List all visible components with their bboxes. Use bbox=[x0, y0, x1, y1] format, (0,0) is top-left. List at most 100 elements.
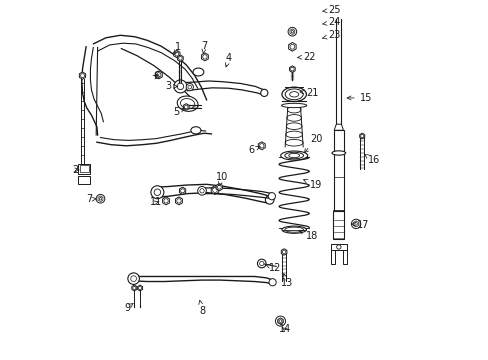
Text: 9: 9 bbox=[123, 303, 133, 313]
Text: 19: 19 bbox=[303, 180, 322, 190]
Ellipse shape bbox=[285, 131, 302, 138]
Ellipse shape bbox=[284, 152, 303, 159]
Polygon shape bbox=[155, 71, 162, 79]
Ellipse shape bbox=[287, 106, 301, 113]
Polygon shape bbox=[288, 42, 296, 51]
Circle shape bbox=[203, 55, 206, 59]
Circle shape bbox=[96, 194, 104, 203]
Circle shape bbox=[178, 57, 182, 60]
Polygon shape bbox=[79, 72, 85, 79]
Text: 7: 7 bbox=[86, 194, 96, 204]
Ellipse shape bbox=[286, 114, 301, 121]
Circle shape bbox=[163, 199, 168, 203]
Ellipse shape bbox=[193, 68, 203, 76]
Circle shape bbox=[186, 84, 193, 91]
Circle shape bbox=[154, 189, 160, 195]
Polygon shape bbox=[179, 187, 185, 194]
Text: 7: 7 bbox=[201, 41, 207, 54]
Polygon shape bbox=[177, 55, 183, 62]
Text: 16: 16 bbox=[364, 154, 379, 165]
Polygon shape bbox=[289, 29, 294, 35]
Polygon shape bbox=[216, 184, 222, 191]
Circle shape bbox=[81, 73, 84, 77]
Polygon shape bbox=[78, 164, 90, 174]
Circle shape bbox=[257, 259, 265, 268]
Circle shape bbox=[275, 316, 285, 326]
Circle shape bbox=[138, 287, 142, 289]
Polygon shape bbox=[98, 196, 102, 202]
Polygon shape bbox=[183, 104, 188, 110]
Circle shape bbox=[287, 27, 296, 36]
Circle shape bbox=[127, 273, 139, 284]
Polygon shape bbox=[277, 318, 283, 324]
Circle shape bbox=[187, 85, 191, 89]
Polygon shape bbox=[258, 142, 264, 150]
Circle shape bbox=[177, 199, 181, 203]
Polygon shape bbox=[173, 50, 180, 58]
Circle shape bbox=[354, 222, 357, 225]
Ellipse shape bbox=[180, 99, 194, 109]
Circle shape bbox=[184, 105, 187, 109]
Polygon shape bbox=[333, 211, 344, 239]
Polygon shape bbox=[162, 197, 169, 205]
Ellipse shape bbox=[281, 103, 306, 108]
Text: 4: 4 bbox=[225, 53, 231, 67]
Polygon shape bbox=[175, 197, 182, 205]
Circle shape bbox=[360, 135, 363, 138]
Circle shape bbox=[260, 89, 267, 96]
Polygon shape bbox=[201, 53, 208, 61]
Circle shape bbox=[282, 250, 285, 254]
Text: 15: 15 bbox=[346, 93, 371, 103]
Circle shape bbox=[290, 31, 293, 33]
Circle shape bbox=[336, 245, 340, 249]
Text: 25: 25 bbox=[322, 5, 340, 15]
Circle shape bbox=[259, 144, 264, 148]
Text: 1: 1 bbox=[174, 42, 181, 55]
Circle shape bbox=[99, 198, 102, 200]
Circle shape bbox=[156, 73, 161, 77]
Polygon shape bbox=[137, 285, 142, 291]
Ellipse shape bbox=[282, 87, 306, 102]
Polygon shape bbox=[211, 186, 218, 194]
Circle shape bbox=[180, 189, 184, 193]
Text: 17: 17 bbox=[350, 220, 368, 230]
Text: 23: 23 bbox=[322, 30, 340, 40]
Text: 20: 20 bbox=[304, 134, 322, 153]
Polygon shape bbox=[330, 250, 334, 264]
Circle shape bbox=[212, 188, 217, 193]
Polygon shape bbox=[333, 130, 343, 211]
Circle shape bbox=[351, 219, 360, 229]
Circle shape bbox=[290, 67, 294, 71]
Text: 2: 2 bbox=[72, 165, 79, 175]
Text: 5: 5 bbox=[173, 107, 184, 117]
Ellipse shape bbox=[331, 151, 345, 155]
Circle shape bbox=[177, 83, 183, 90]
Circle shape bbox=[265, 195, 273, 204]
Ellipse shape bbox=[288, 153, 299, 158]
Text: 21: 21 bbox=[300, 88, 318, 98]
Ellipse shape bbox=[282, 226, 306, 233]
Circle shape bbox=[268, 279, 276, 286]
Circle shape bbox=[151, 186, 163, 199]
Circle shape bbox=[132, 287, 136, 289]
Text: 6: 6 bbox=[247, 145, 260, 156]
Polygon shape bbox=[80, 165, 89, 172]
Polygon shape bbox=[353, 221, 358, 227]
Text: 3: 3 bbox=[165, 81, 177, 91]
Text: 8: 8 bbox=[199, 300, 205, 316]
Circle shape bbox=[200, 189, 204, 193]
Circle shape bbox=[268, 193, 275, 200]
Circle shape bbox=[277, 319, 283, 324]
Circle shape bbox=[197, 186, 206, 195]
Circle shape bbox=[279, 320, 282, 323]
Circle shape bbox=[217, 185, 221, 189]
Ellipse shape bbox=[285, 123, 302, 130]
Ellipse shape bbox=[285, 89, 303, 100]
Circle shape bbox=[130, 276, 136, 282]
Polygon shape bbox=[333, 124, 343, 130]
Ellipse shape bbox=[284, 227, 303, 232]
Polygon shape bbox=[78, 176, 90, 184]
Circle shape bbox=[175, 52, 179, 56]
Text: 24: 24 bbox=[322, 17, 340, 27]
Polygon shape bbox=[359, 133, 364, 139]
